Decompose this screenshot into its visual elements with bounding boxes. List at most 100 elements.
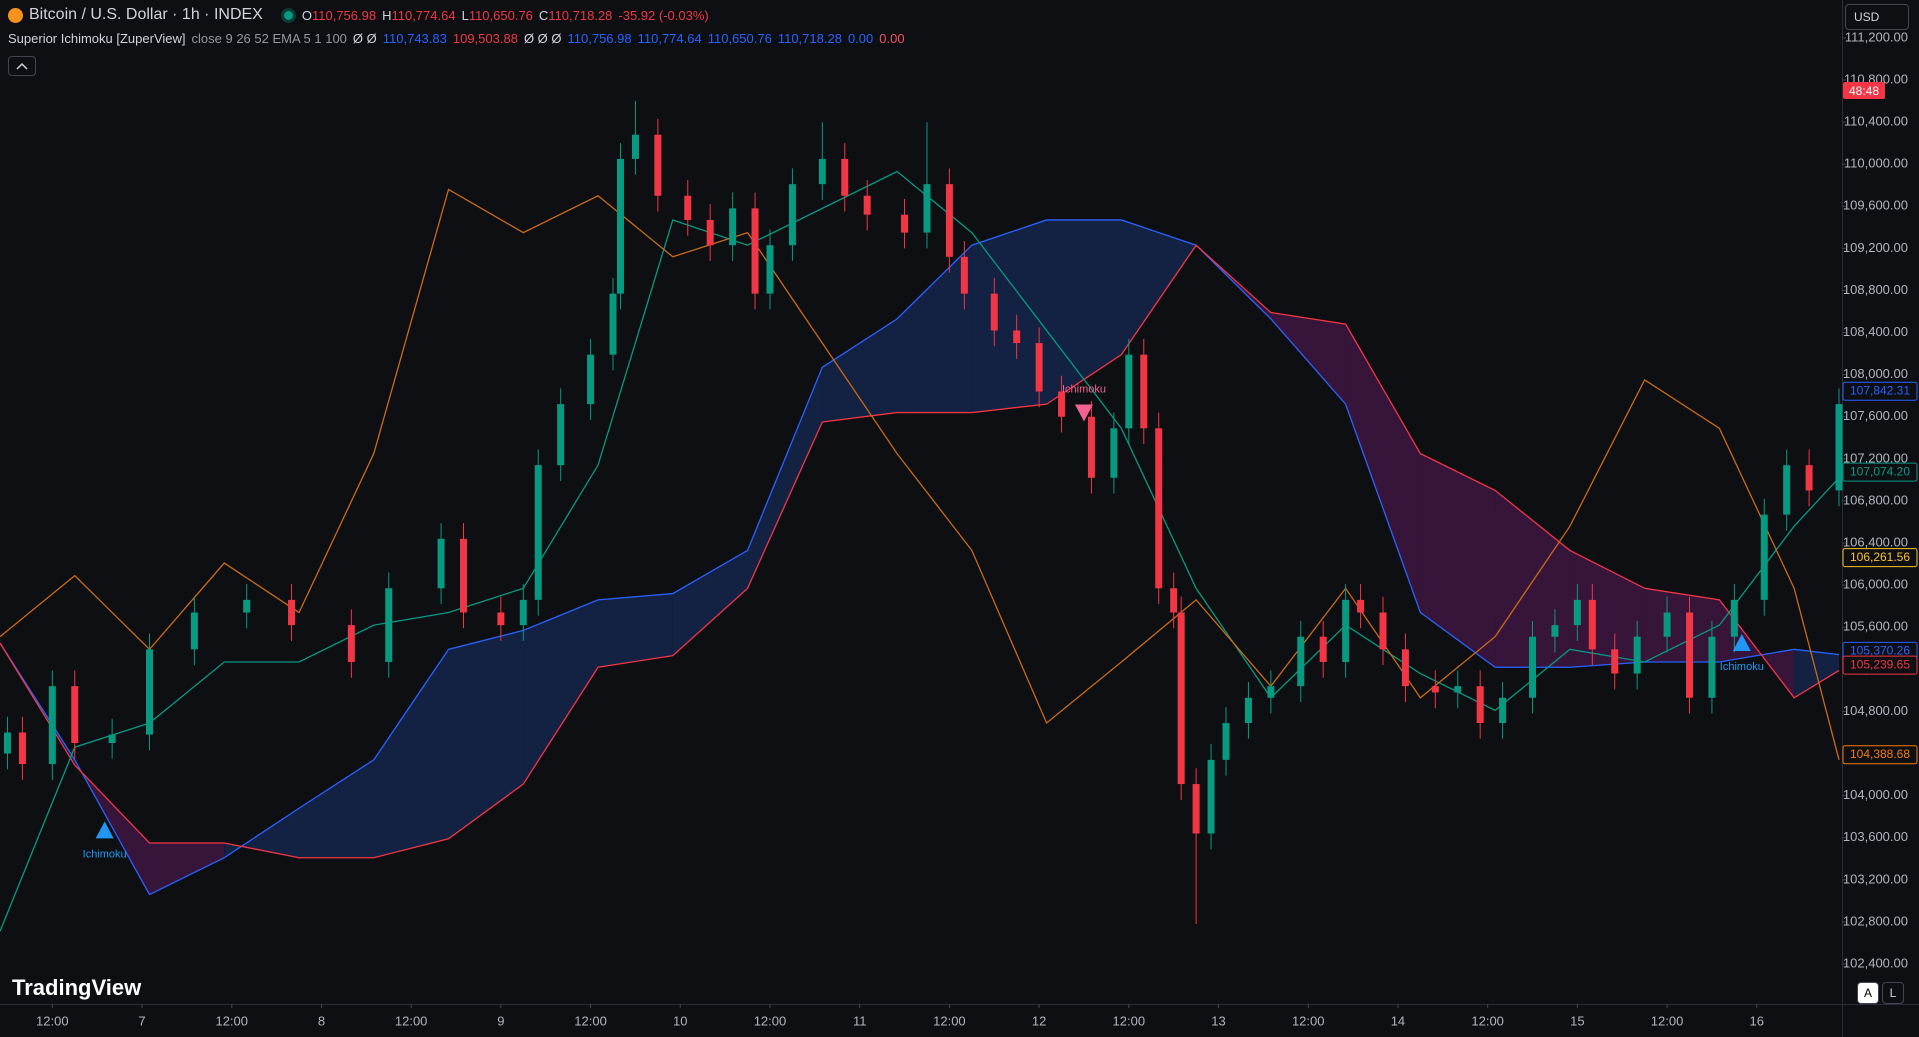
cloud-fill: [1270, 312, 1346, 405]
span-b-line: [0, 244, 1840, 859]
candle-body: [1573, 599, 1581, 626]
log-scale-button[interactable]: L: [1882, 982, 1904, 1004]
y-tick-label: 109,200.00: [1843, 240, 1908, 255]
candle-body: [766, 245, 774, 294]
x-tick-label: 12:00: [754, 1013, 787, 1028]
candle-body: [923, 184, 931, 233]
ohlc-value: 110,756.98: [311, 7, 377, 23]
signal-marker: [95, 821, 114, 839]
currency-button[interactable]: USD: [1845, 4, 1909, 30]
y-tick-label: 107,200.00: [1843, 450, 1908, 465]
price-label-box: [1842, 745, 1918, 765]
x-tick-label: 12:00: [933, 1013, 966, 1028]
auto-scale-button[interactable]: A: [1857, 982, 1879, 1004]
candle-body: [945, 184, 953, 257]
price-label: 104,388.68: [1850, 747, 1910, 761]
candle-body: [1035, 343, 1043, 392]
candle-body: [1140, 354, 1148, 429]
x-tick-label: 11: [853, 1013, 867, 1028]
candle-body: [347, 625, 355, 662]
cloud-fill: [822, 318, 898, 423]
candle-body: [1835, 404, 1843, 491]
collapse-button[interactable]: [8, 56, 36, 76]
price-label: 106,261.56: [1850, 550, 1910, 564]
candle-body: [960, 256, 968, 294]
candle-body: [1805, 465, 1813, 491]
indicator-value: Ø Ø: [352, 31, 377, 46]
candle-body: [1155, 428, 1163, 589]
signal-marker: [1732, 634, 1751, 652]
x-tick-label: 15: [1570, 1013, 1584, 1028]
x-tick-label: 12: [1032, 1013, 1046, 1028]
logo: TradingView: [12, 975, 142, 1000]
candle-body: [519, 599, 527, 626]
y-tick-label: 108,400.00: [1843, 324, 1908, 339]
price-label: 105,239.65: [1850, 657, 1910, 671]
candle-body: [1476, 686, 1484, 724]
candle-body: [1685, 612, 1693, 698]
candle-body: [288, 599, 296, 626]
candle-body: [1058, 391, 1066, 417]
indicator-value: 110,650.76: [707, 31, 772, 46]
cloud-fill: [373, 649, 449, 858]
y-tick-label: 108,000.00: [1843, 366, 1908, 381]
y-tick-label: 108,800.00: [1843, 282, 1908, 297]
symbol-header: Bitcoin / U.S. Dollar · 1h · INDEX O110,…: [8, 6, 709, 24]
ohlc-item: O110,756.98: [302, 8, 376, 23]
x-tick-label: 12:00: [395, 1013, 428, 1028]
candle-body: [863, 195, 871, 215]
y-tick-label: 105,600.00: [1843, 619, 1908, 634]
candle-body: [1013, 330, 1021, 344]
y-tick-label: 104,800.00: [1843, 703, 1908, 718]
market-status: [280, 7, 296, 23]
chevron-icon: [16, 62, 28, 70]
candle-body: [706, 219, 714, 246]
candle-body: [1342, 599, 1350, 662]
candle-body: [1783, 465, 1791, 515]
cloud-fill: [897, 245, 972, 413]
y-tick-label: 102,800.00: [1843, 913, 1908, 928]
cloud-fill: [971, 219, 1047, 413]
y-tick-label: 109,600.00: [1843, 198, 1908, 213]
candle-body: [901, 214, 909, 233]
y-tick-label: 107,600.00: [1843, 408, 1908, 423]
candle-body: [684, 195, 692, 220]
indicator-value: 110,756.98: [567, 31, 632, 46]
candle-body: [497, 612, 505, 626]
price-label-box: [1842, 655, 1918, 675]
ohlc-value: 110,650.76: [468, 7, 533, 23]
candle-body: [1633, 636, 1641, 674]
x-tick-label: 12:00: [36, 1013, 69, 1028]
candle-body: [437, 538, 445, 589]
candle-body: [1357, 599, 1365, 613]
ohlc-item: C110,718.28: [539, 8, 613, 23]
y-tick-label: 102,400.00: [1843, 955, 1908, 970]
candle-body: [1177, 612, 1185, 785]
signal-marker: [1074, 404, 1093, 422]
candle-body: [459, 538, 467, 613]
x-tick-label: 12:00: [1292, 1013, 1325, 1028]
span-a-line: [0, 219, 1840, 896]
ohlc-value: 110,718.28: [548, 7, 613, 23]
cloud-fill: [1495, 490, 1570, 668]
ohlc-key: C: [538, 7, 549, 23]
cloud-fill: [747, 367, 823, 589]
cloud-fill: [598, 593, 673, 668]
x-tick-label: 12:00: [574, 1013, 607, 1028]
cloud-fill: [1121, 219, 1197, 355]
indicator-line: [0, 188, 1840, 761]
ohlc-key: L: [461, 7, 469, 23]
candle-body: [71, 686, 79, 744]
candle-body: [48, 686, 56, 765]
candle-body: [1207, 759, 1215, 834]
y-tick-label: 103,200.00: [1843, 871, 1908, 886]
candle-body: [1663, 612, 1671, 637]
candle-body: [1454, 686, 1462, 693]
indicator-value: 110,718.28: [777, 31, 842, 46]
candle-body: [1730, 599, 1738, 637]
countdown: 48:48: [1843, 82, 1885, 99]
price-label: 105,370.26: [1850, 644, 1910, 658]
indicator-value: 0.00: [847, 31, 874, 46]
indicator-value: 0.00: [879, 31, 905, 46]
